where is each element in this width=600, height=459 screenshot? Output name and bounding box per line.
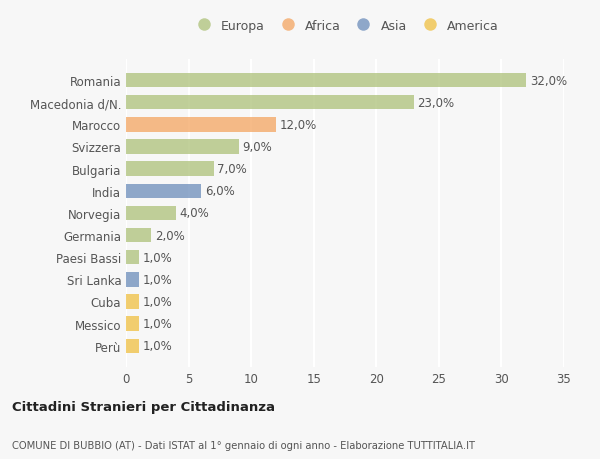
Bar	[126, 339, 139, 353]
Bar	[126, 317, 139, 331]
Text: 23,0%: 23,0%	[418, 96, 455, 109]
Text: Cittadini Stranieri per Cittadinanza: Cittadini Stranieri per Cittadinanza	[12, 400, 275, 413]
Text: 4,0%: 4,0%	[180, 207, 209, 220]
Bar	[126, 162, 214, 176]
Text: 12,0%: 12,0%	[280, 118, 317, 132]
Legend: Europa, Africa, Asia, America: Europa, Africa, Asia, America	[191, 20, 499, 33]
Text: 1,0%: 1,0%	[142, 273, 172, 286]
Text: 32,0%: 32,0%	[530, 74, 568, 87]
Text: 2,0%: 2,0%	[155, 229, 185, 242]
Bar	[126, 295, 139, 309]
Text: 9,0%: 9,0%	[242, 140, 272, 154]
Bar	[126, 140, 239, 154]
Text: 1,0%: 1,0%	[142, 251, 172, 264]
Bar	[126, 118, 276, 132]
Bar	[126, 73, 526, 88]
Bar	[126, 251, 139, 265]
Text: 1,0%: 1,0%	[142, 295, 172, 308]
Text: 1,0%: 1,0%	[142, 340, 172, 353]
Bar	[126, 273, 139, 287]
Text: 6,0%: 6,0%	[205, 185, 235, 198]
Text: 1,0%: 1,0%	[142, 318, 172, 330]
Text: 7,0%: 7,0%	[217, 163, 247, 176]
Text: COMUNE DI BUBBIO (AT) - Dati ISTAT al 1° gennaio di ogni anno - Elaborazione TUT: COMUNE DI BUBBIO (AT) - Dati ISTAT al 1°…	[12, 440, 475, 450]
Bar	[126, 184, 201, 198]
Bar	[126, 229, 151, 243]
Bar	[126, 96, 414, 110]
Bar	[126, 206, 176, 221]
